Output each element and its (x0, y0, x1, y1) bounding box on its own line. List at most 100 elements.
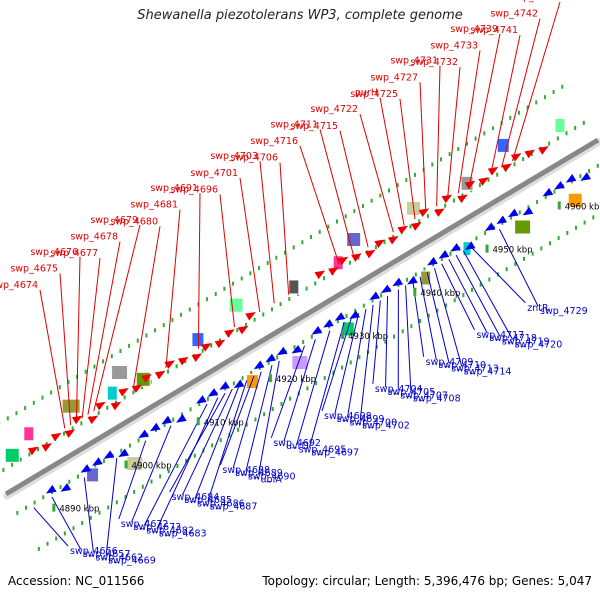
track-dot-0 (371, 298, 374, 303)
track-dot-0 (362, 303, 365, 308)
track-dot-1 (488, 277, 491, 282)
gene-label: swp_4687 (210, 502, 258, 513)
track-dot-0 (250, 371, 253, 376)
forward-arrow (337, 256, 349, 266)
forward-arrow (387, 235, 399, 245)
track-dot-0 (380, 293, 383, 298)
reverse-arrow (438, 250, 450, 259)
forward-arrow (154, 370, 166, 380)
callout-line (436, 65, 441, 207)
track-dot-2 (262, 312, 265, 317)
gene-label: swp_4741 (470, 25, 518, 36)
track-dot-1 (176, 464, 179, 469)
gene-label: swp_4692 (273, 438, 321, 449)
callout-line (462, 250, 514, 340)
callout-line (143, 403, 208, 526)
callout-line (194, 384, 241, 499)
gene-label: swp_4718 (489, 333, 537, 344)
reverse-arrow (161, 415, 173, 425)
callout-line (239, 177, 261, 313)
reverse-arrow (349, 310, 360, 320)
gene-label: swp_4695 (299, 444, 347, 455)
track-dot-1 (107, 505, 110, 510)
gene-label: swp_4713 (451, 363, 499, 374)
track-dot-2 (513, 162, 516, 167)
track-dot-1 (237, 427, 240, 432)
gene-label: swp_4739 (450, 24, 498, 35)
reverse-arrow (369, 291, 380, 301)
track-dot-2 (565, 131, 568, 136)
track-dot-2 (322, 276, 325, 281)
forward-arrow (64, 429, 76, 438)
gene-label: swp_4696 (170, 184, 218, 195)
track-dot-2 (461, 193, 464, 198)
gene-label: swp_4691 (150, 183, 198, 194)
callout-line (232, 371, 262, 469)
callout-line (441, 263, 475, 331)
forward-arrow (177, 356, 189, 366)
forward-arrow (314, 270, 326, 280)
track-dot-2 (210, 343, 213, 348)
reverse-arrow (45, 484, 57, 494)
track-dot-1 (531, 251, 534, 256)
forward-arrow (224, 329, 235, 338)
track-dot-3 (301, 240, 304, 245)
scale-tick (485, 244, 489, 253)
forward-arrow (328, 267, 339, 276)
forward-arrow (191, 353, 203, 362)
gene-block (554, 117, 566, 133)
gene-label: swp_4679 (90, 215, 138, 226)
forward-arrow (110, 401, 122, 411)
gene-label: swp_4657 (83, 549, 131, 560)
page-title: Shewanella piezotolerans WP3, complete g… (137, 8, 463, 23)
callout-line (399, 98, 416, 220)
track-dot-1 (55, 536, 58, 541)
track-dot-3 (362, 203, 365, 208)
scale-tick (124, 460, 128, 469)
track-dot-2 (426, 214, 429, 219)
track-dot-3 (474, 136, 477, 141)
track-dot-3 (110, 354, 113, 359)
track-dot-0 (102, 459, 105, 464)
gene-label: swp_4716 (250, 136, 298, 147)
track-dot-1 (514, 262, 517, 267)
track-dot-0 (293, 345, 296, 350)
callout-line (405, 285, 412, 394)
gene-label: swp_4727 (370, 72, 418, 83)
callout-line (419, 82, 427, 213)
reverse-arrow (196, 395, 207, 404)
forward-arrow (201, 343, 212, 352)
track-dot-2 (80, 421, 83, 426)
track-dot-3 (223, 286, 226, 291)
track-dot-3 (543, 95, 546, 100)
track-dot-3 (240, 276, 243, 281)
track-dot-1 (393, 334, 396, 339)
track-dot-1 (245, 422, 248, 427)
track-dot-3 (509, 115, 512, 120)
reverse-arrow (323, 319, 334, 328)
forward-arrow (487, 166, 499, 176)
track-dot-3 (119, 349, 122, 354)
gene-label: swp_4683 (159, 529, 207, 540)
track-dot-3 (465, 141, 468, 146)
callout-line (156, 397, 219, 529)
callout-line (279, 162, 290, 295)
track-dot-0 (42, 495, 45, 500)
gene-label: swp_4732 (410, 57, 458, 68)
track-dot-2 (19, 457, 22, 462)
gene-block (191, 332, 205, 348)
callout-line (245, 365, 273, 472)
track-dot-3 (93, 364, 96, 369)
reverse-arrow (138, 429, 149, 439)
gene-block (23, 426, 35, 442)
track-dot-3 (15, 411, 18, 416)
track-dot-3 (214, 292, 217, 297)
callout-line (501, 18, 541, 168)
reverse-arrow (334, 312, 346, 321)
forward-arrow (50, 432, 62, 442)
callout-line (270, 345, 305, 439)
track-dot-0 (163, 422, 166, 427)
track-dot-2 (556, 136, 559, 141)
track-dot-0 (16, 510, 19, 515)
reverse-arrow (149, 422, 161, 432)
